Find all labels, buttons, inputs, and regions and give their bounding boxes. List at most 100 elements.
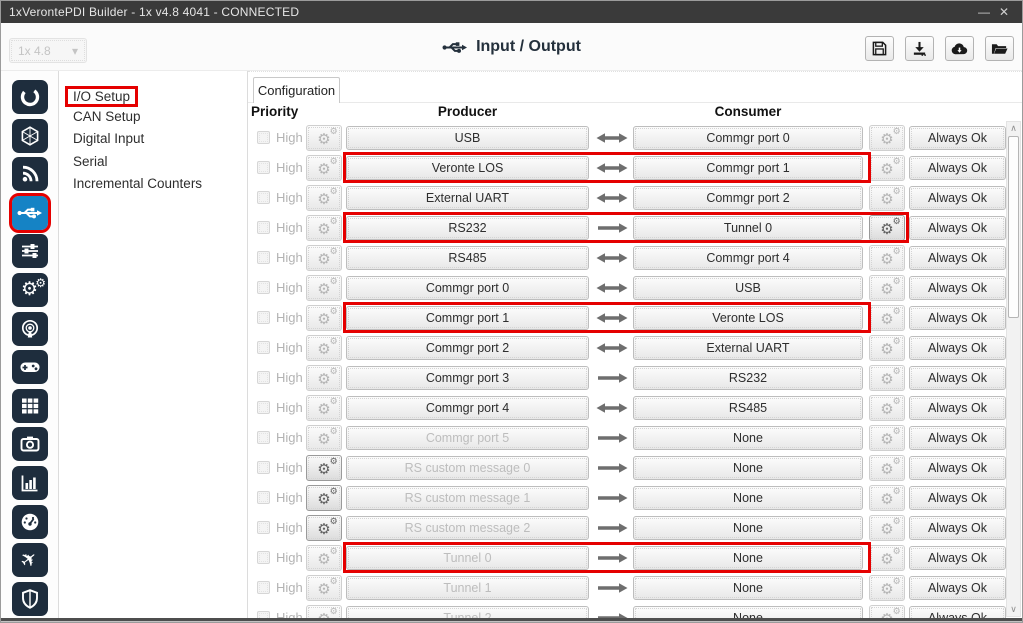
producer-button[interactable]: USB (346, 126, 589, 150)
producer-button[interactable]: Commgr port 0 (346, 276, 589, 300)
priority-checkbox[interactable] (257, 551, 270, 564)
consumer-config-button[interactable]: ⚙ (869, 275, 905, 301)
consumer-config-button[interactable]: ⚙ (869, 215, 905, 241)
producer-config-button[interactable]: ⚙ (306, 545, 342, 571)
version-select[interactable]: 1x 4.8 ▾ (9, 38, 87, 63)
filter-button[interactable]: Always Ok (909, 306, 1006, 330)
scrollbar-thumb[interactable] (1008, 136, 1019, 318)
sidebar-item-stick[interactable] (11, 350, 48, 385)
priority-checkbox[interactable] (257, 461, 270, 474)
sidebar-item-communications[interactable] (11, 311, 48, 346)
consumer-button[interactable]: None (633, 546, 863, 570)
sidebar-item-platform[interactable] (11, 80, 48, 114)
consumer-button[interactable]: USB (633, 276, 863, 300)
filter-button[interactable]: Always Ok (909, 486, 1006, 510)
producer-button[interactable]: RS custom message 0 (346, 456, 589, 480)
producer-config-button[interactable]: ⚙ (306, 275, 342, 301)
minimize-button[interactable]: — (978, 5, 990, 19)
consumer-button[interactable]: Commgr port 2 (633, 186, 863, 210)
producer-button[interactable]: Commgr port 4 (346, 396, 589, 420)
filter-button[interactable]: Always Ok (909, 516, 1006, 540)
priority-checkbox[interactable] (257, 521, 270, 534)
producer-button[interactable]: Tunnel 2 (346, 606, 589, 618)
priority-checkbox[interactable] (257, 611, 270, 618)
filter-button[interactable]: Always Ok (909, 546, 1006, 570)
sidebar-item-safety[interactable] (11, 581, 48, 616)
consumer-config-button[interactable]: ⚙ (869, 305, 905, 331)
consumer-button[interactable]: Veronte LOS (633, 306, 863, 330)
producer-button[interactable]: Commgr port 2 (346, 336, 589, 360)
menu-item-incremental-counters[interactable]: Incremental Counters (59, 173, 247, 196)
sidebar-item-automations[interactable]: ⚙ ⚙ (11, 272, 48, 307)
consumer-button[interactable]: External UART (633, 336, 863, 360)
priority-checkbox[interactable] (257, 161, 270, 174)
sidebar-item-camera[interactable] (11, 427, 48, 462)
filter-button[interactable]: Always Ok (909, 276, 1006, 300)
consumer-config-button[interactable]: ⚙ (869, 155, 905, 181)
consumer-config-button[interactable]: ⚙ (869, 605, 905, 618)
consumer-config-button[interactable]: ⚙ (869, 365, 905, 391)
export-button[interactable] (905, 36, 934, 61)
producer-config-button[interactable]: ⚙ (306, 455, 342, 481)
sidebar-item-control[interactable] (11, 234, 48, 269)
priority-checkbox[interactable] (257, 131, 270, 144)
producer-button[interactable]: RS custom message 1 (346, 486, 589, 510)
producer-config-button[interactable]: ⚙ (306, 575, 342, 601)
consumer-config-button[interactable]: ⚙ (869, 185, 905, 211)
consumer-config-button[interactable]: ⚙ (869, 395, 905, 421)
vertical-scrollbar[interactable]: ∧ ∨ (1006, 121, 1021, 617)
sidebar-item-telemetry[interactable] (11, 157, 48, 192)
filter-button[interactable]: Always Ok (909, 576, 1006, 600)
priority-checkbox[interactable] (257, 311, 270, 324)
consumer-button[interactable]: Commgr port 0 (633, 126, 863, 150)
consumer-button[interactable]: None (633, 426, 863, 450)
consumer-config-button[interactable]: ⚙ (869, 455, 905, 481)
cloud-download-button[interactable] (945, 36, 974, 61)
producer-button[interactable]: RS custom message 2 (346, 516, 589, 540)
close-button[interactable]: ✕ (998, 5, 1010, 19)
priority-checkbox[interactable] (257, 341, 270, 354)
consumer-config-button[interactable]: ⚙ (869, 515, 905, 541)
priority-checkbox[interactable] (257, 251, 270, 264)
priority-checkbox[interactable] (257, 491, 270, 504)
filter-button[interactable]: Always Ok (909, 456, 1006, 480)
producer-button[interactable]: External UART (346, 186, 589, 210)
producer-button[interactable]: RS232 (346, 216, 589, 240)
menu-item-can-setup[interactable]: CAN Setup (59, 106, 247, 129)
producer-button[interactable]: Commgr port 3 (346, 366, 589, 390)
producer-config-button[interactable]: ⚙ (306, 185, 342, 211)
consumer-button[interactable]: None (633, 486, 863, 510)
priority-checkbox[interactable] (257, 431, 270, 444)
filter-button[interactable]: Always Ok (909, 396, 1006, 420)
producer-button[interactable]: Tunnel 0 (346, 546, 589, 570)
producer-button[interactable]: RS485 (346, 246, 589, 270)
consumer-config-button[interactable]: ⚙ (869, 425, 905, 451)
consumer-button[interactable]: RS232 (633, 366, 863, 390)
consumer-config-button[interactable]: ⚙ (869, 575, 905, 601)
producer-config-button[interactable]: ⚙ (306, 365, 342, 391)
consumer-button[interactable]: Tunnel 0 (633, 216, 863, 240)
producer-button[interactable]: Commgr port 5 (346, 426, 589, 450)
priority-checkbox[interactable] (257, 401, 270, 414)
producer-button[interactable]: Commgr port 1 (346, 306, 589, 330)
priority-checkbox[interactable] (257, 281, 270, 294)
filter-button[interactable]: Always Ok (909, 426, 1006, 450)
producer-config-button[interactable]: ⚙ (306, 395, 342, 421)
consumer-button[interactable]: Commgr port 1 (633, 156, 863, 180)
producer-config-button[interactable]: ⚙ (306, 245, 342, 271)
sidebar-item-input-output[interactable] (8, 192, 51, 233)
filter-button[interactable]: Always Ok (909, 186, 1006, 210)
producer-config-button[interactable]: ⚙ (306, 215, 342, 241)
sidebar-item-matrix[interactable] (11, 388, 48, 423)
consumer-button[interactable]: RS485 (633, 396, 863, 420)
consumer-button[interactable]: None (633, 606, 863, 618)
producer-config-button[interactable]: ⚙ (306, 155, 342, 181)
consumer-config-button[interactable]: ⚙ (869, 245, 905, 271)
consumer-config-button[interactable]: ⚙ (869, 485, 905, 511)
priority-checkbox[interactable] (257, 221, 270, 234)
priority-checkbox[interactable] (257, 191, 270, 204)
filter-button[interactable]: Always Ok (909, 246, 1006, 270)
producer-config-button[interactable]: ⚙ (306, 335, 342, 361)
filter-button[interactable]: Always Ok (909, 606, 1006, 618)
sidebar-item-navigation[interactable] (11, 118, 48, 153)
